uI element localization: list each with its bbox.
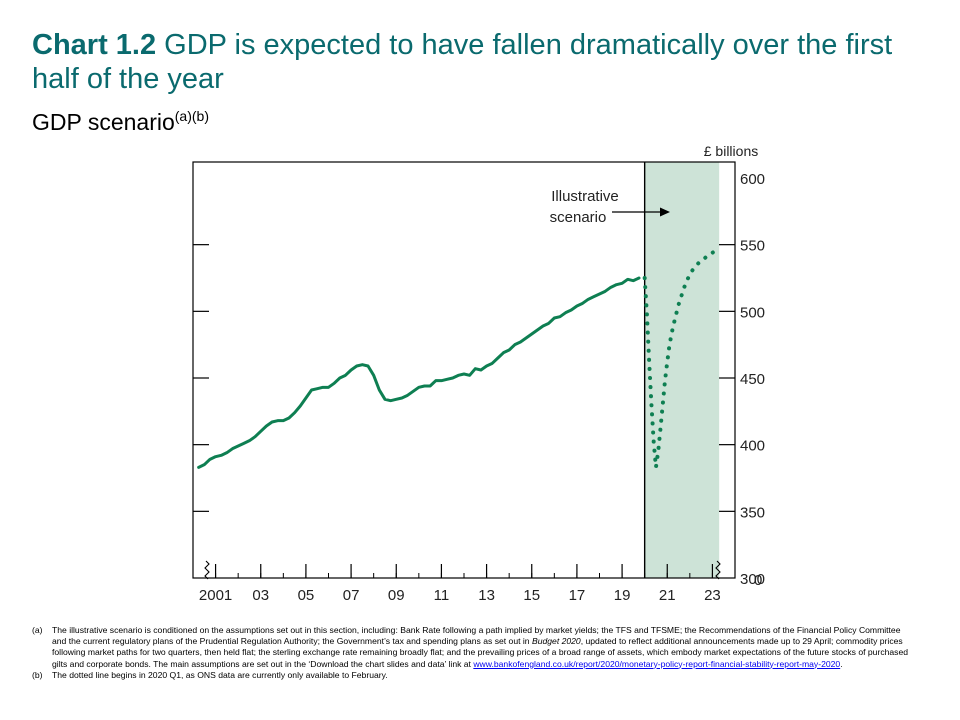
y-tick-label: 450 [740,371,765,388]
frame-layer [192,161,736,580]
x-tick-label: 2001 [199,587,232,604]
x-tick-label: 17 [569,587,586,604]
footnote-a: (a) The illustrative scenario is conditi… [32,625,912,670]
y-tick-label: 300 [740,571,765,588]
y-tick-label: 400 [740,438,765,455]
y-tick-label: 550 [740,238,765,255]
x-tick-label: 15 [523,587,540,604]
footnote-text-3: . [840,658,843,669]
axis-break-right [715,560,721,580]
x-tick-label: 05 [298,587,315,604]
annotation-line-1: Illustrative [551,188,619,205]
chart-number: Chart 1.2 [32,29,157,61]
footnote-text: The dotted line begins in 2020 Q1, as ON… [52,669,388,680]
x-tick-label: 11 [434,587,450,604]
y-axis-break-label: 0 [754,572,762,589]
scenario-shade [644,162,720,578]
annotation-line-2: scenario [550,209,607,226]
footnote-mark: (b) [32,669,43,680]
y-tick-label: 600 [740,171,765,188]
x-tick-label: 19 [614,587,631,604]
axis-break-left [204,560,210,580]
annotation-arrow-head [660,207,670,217]
chart-title: Chart 1.2 GDP is expected to have fallen… [32,28,942,96]
x-tick-label: 21 [659,587,676,604]
footnote-body: The illustrative scenario is conditioned… [52,625,912,670]
chart-subtitle: GDP scenario(a)(b) [32,102,209,136]
shade-layer [643,162,720,578]
y-tick-label: 350 [740,504,765,521]
x-tick-label: 09 [388,587,405,604]
x-tick-label: 07 [343,587,360,604]
y-axis-unit-label: £ billions [704,143,758,159]
footnote-text: The illustrative scenario is conditioned… [52,625,901,647]
x-tick-label: 13 [478,587,495,604]
label-layer: 300 350 400 450 500 550 600 0 £ billions 2001 03 05… [199,143,765,604]
footnote-text-2: , updated to reflect additional announce… [52,636,909,669]
subtitle-text: GDP scenario [32,109,175,135]
gdp-chart: 300 350 400 450 500 550 600 0 £ billions 2001 03 05… [192,143,765,604]
x-tick-label: 23 [704,587,721,604]
report-link[interactable]: www.bankofengland.co.uk/report/2020/mone… [473,658,841,669]
chart-title-text: GDP is expected to have fallen dramatica… [32,29,893,95]
footnote-italic: Budget 2020 [531,636,581,647]
footnote-mark: (a) [32,625,43,635]
series-layer [197,248,721,469]
gdp-scenario-dotted-line [642,248,721,468]
y-tick-label: 500 [740,304,765,321]
subtitle-footnote-refs: (a)(b) [174,108,209,124]
x-tick-label: 03 [252,587,269,604]
gdp-outturn-line [197,276,641,469]
footnotes: (a) The illustrative scenario is conditi… [32,625,912,681]
footnote-b: (b) The dotted line begins in 2020 Q1, a… [32,670,912,681]
